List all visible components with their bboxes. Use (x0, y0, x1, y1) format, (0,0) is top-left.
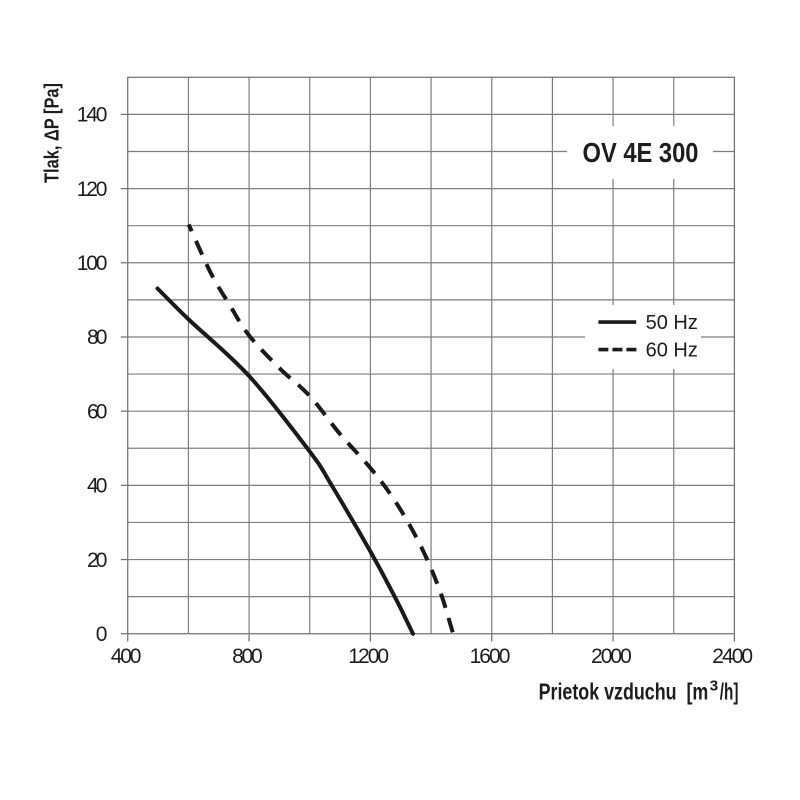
svg-text:Prietok vzduchu [m: Prietok vzduchu [m (539, 678, 709, 704)
svg-text:80: 80 (87, 326, 107, 349)
svg-text:2400: 2400 (712, 645, 753, 668)
svg-text:800: 800 (232, 645, 263, 668)
svg-text:2000: 2000 (591, 645, 632, 668)
svg-text:Tlak, ΔP [Pa]: Tlak, ΔP [Pa] (42, 83, 64, 183)
svg-text:0: 0 (96, 623, 108, 646)
svg-text:20: 20 (87, 549, 107, 572)
svg-text:400: 400 (111, 645, 142, 668)
svg-text:50 Hz: 50 Hz (646, 312, 698, 334)
svg-text:60 Hz: 60 Hz (646, 340, 698, 362)
svg-text:60: 60 (87, 400, 107, 423)
svg-text:120: 120 (77, 178, 108, 201)
svg-text:100: 100 (77, 252, 108, 275)
svg-text:40: 40 (87, 475, 107, 498)
svg-text:1200: 1200 (348, 645, 389, 668)
svg-text:3: 3 (710, 679, 719, 695)
svg-text:OV 4E 300: OV 4E 300 (583, 137, 699, 168)
svg-text:1600: 1600 (470, 645, 511, 668)
svg-text:/h]: /h] (720, 678, 739, 704)
svg-text:140: 140 (77, 104, 108, 127)
